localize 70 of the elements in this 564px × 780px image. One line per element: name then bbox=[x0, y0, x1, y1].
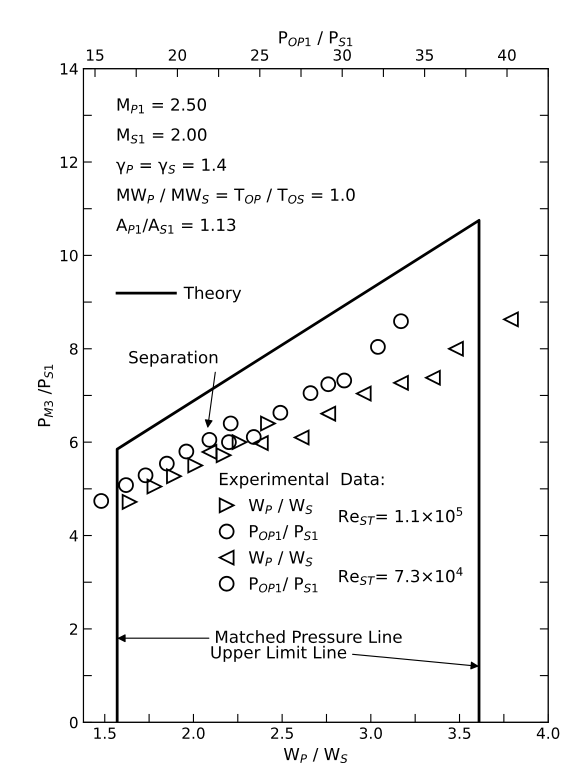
point bbox=[260, 416, 276, 432]
annotation: Re$_{ST}$= 7.3×10$^{4}$ bbox=[339, 567, 463, 586]
text: MW$_{P}$ / MW$_{S}$ = T$_{OP}$ / T$_{OS}$ = 1.0 bbox=[118, 188, 355, 204]
point bbox=[221, 434, 237, 450]
point bbox=[503, 312, 519, 328]
annotation: Upper Limit Line bbox=[211, 646, 346, 662]
y-tick-label: 10 bbox=[60, 250, 78, 262]
point bbox=[320, 406, 336, 422]
point bbox=[118, 477, 134, 493]
x-tick-label: 2.0 bbox=[182, 727, 205, 739]
point bbox=[166, 468, 182, 484]
point bbox=[93, 493, 110, 509]
annotation: M$_{S1}$ = 2.00 bbox=[118, 128, 206, 144]
y-tick-label: 4 bbox=[70, 530, 78, 542]
annotation: γ$_{P}$ = γ$_{S}$ = 1.4 bbox=[116, 158, 226, 174]
x-axis-title: W$_{P}$ / W$_{S}$ bbox=[284, 748, 348, 764]
x2-tick-label: 40 bbox=[498, 49, 516, 61]
x-tick-label: 2.5 bbox=[271, 727, 293, 739]
point bbox=[336, 372, 352, 388]
y-tick-label: 6 bbox=[70, 436, 78, 448]
x-tick-label: 3.5 bbox=[448, 727, 470, 739]
x-tick-label: 4.0 bbox=[536, 727, 560, 739]
point bbox=[448, 340, 464, 357]
x2-tick-label: 30 bbox=[334, 49, 351, 61]
x-tick-label: 3.0 bbox=[360, 727, 382, 739]
y-tick-label: 0 bbox=[70, 716, 78, 728]
x2-tick-label: 25 bbox=[251, 49, 268, 61]
point bbox=[320, 376, 336, 392]
annotation: A$_{P1}$/A$_{S1}$ = 1.13 bbox=[116, 218, 236, 234]
point bbox=[146, 478, 162, 494]
annotation: Re$_{ST}$= 1.1×10$^{5}$ bbox=[339, 507, 462, 526]
point bbox=[425, 370, 441, 386]
y-tick-label: 14 bbox=[60, 63, 78, 74]
legend-title: Experimental Data: bbox=[220, 472, 384, 489]
y-tick-label: 2 bbox=[70, 623, 78, 635]
point bbox=[202, 444, 218, 460]
point bbox=[356, 386, 372, 402]
point bbox=[253, 435, 269, 451]
annotation: Matched Pressure Line bbox=[216, 630, 402, 644]
x-tick-label: 1.5 bbox=[94, 728, 116, 739]
y-axis-title: P$_{M3}$ /P$_{S1}$ bbox=[38, 364, 54, 426]
point bbox=[202, 432, 218, 448]
y-tick-label: 8 bbox=[70, 343, 78, 355]
legend-label: P$_{OP1}$/ P$_{S1}$ bbox=[250, 577, 318, 592]
point bbox=[294, 430, 310, 446]
point bbox=[393, 313, 409, 330]
x2-tick-label: 35 bbox=[416, 49, 433, 61]
legend-label: Theory bbox=[184, 286, 242, 302]
x2-axis-title: P$_{OP1}$ / P$_{S1}$ bbox=[279, 31, 352, 46]
point bbox=[187, 458, 204, 474]
point bbox=[138, 467, 154, 484]
legend-label: P$_{OP1}$/ P$_{S1}$ bbox=[250, 525, 318, 540]
point bbox=[370, 339, 386, 355]
point bbox=[272, 404, 288, 421]
point bbox=[158, 456, 175, 472]
point bbox=[216, 447, 232, 464]
point bbox=[393, 375, 409, 391]
point bbox=[302, 385, 318, 401]
y-tick-label: 12 bbox=[60, 156, 78, 168]
annotation: Separation bbox=[129, 350, 218, 367]
x2-tick-label: 15 bbox=[86, 49, 104, 61]
point bbox=[222, 416, 239, 432]
point bbox=[178, 444, 194, 460]
legend-label: W$_{P}$ / W$_{S}$ bbox=[248, 499, 312, 514]
annotation: M$_{P1}$ = 2.50 bbox=[118, 98, 206, 114]
legend-label: W$_{P}$ / W$_{S}$ bbox=[248, 551, 312, 566]
point bbox=[246, 429, 262, 445]
point bbox=[122, 494, 138, 510]
x2-tick-label: 20 bbox=[168, 49, 186, 61]
point bbox=[232, 434, 248, 450]
